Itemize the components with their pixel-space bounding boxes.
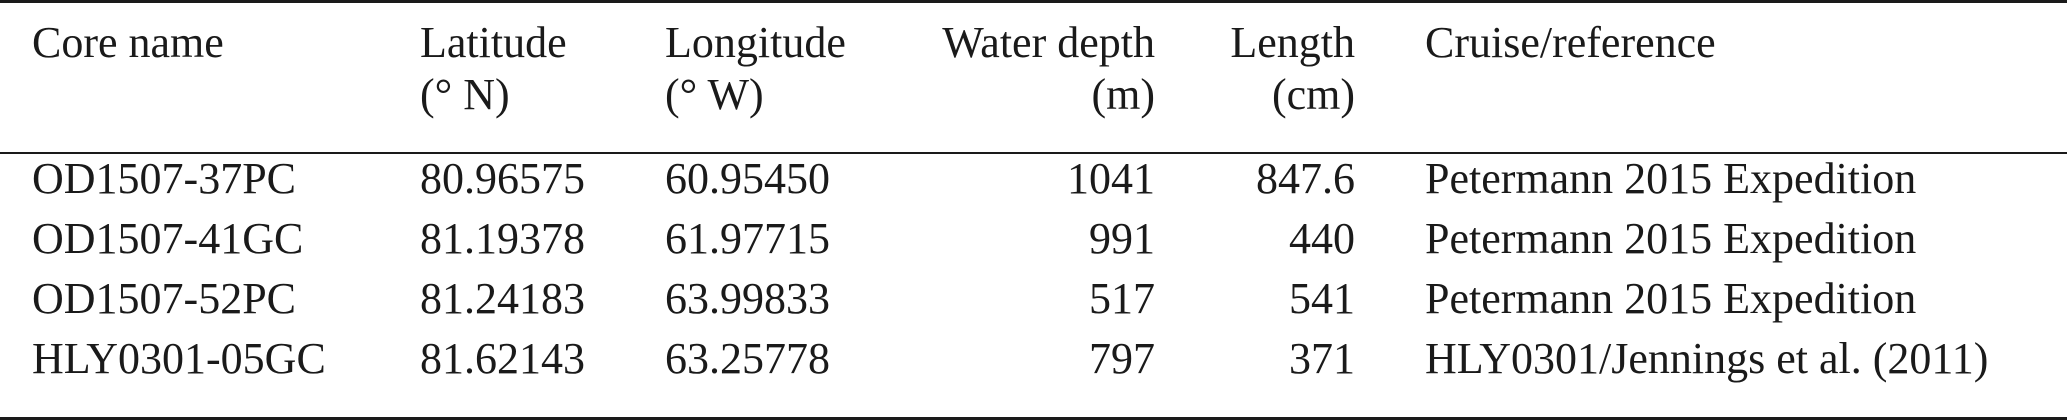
cell-water-depth: 991 [1089,214,1155,263]
table-row: OD1507-52PC 81.24183 63.99833 517 541 Pe… [0,273,1988,333]
header-length-unit: (cm) [1271,70,1355,119]
header-latitude-unit: (° N) [420,70,510,119]
cell-length: 847.6 [1256,154,1355,203]
cell-core-name: OD1507-37PC [32,154,297,203]
cell-water-depth: 1041 [1067,154,1155,203]
cell-cruise-reference: Petermann 2015 Expedition [1425,274,1917,323]
cell-core-name: HLY0301-05GC [32,334,326,383]
cell-longitude: 61.97715 [665,214,830,263]
cell-cruise-reference: Petermann 2015 Expedition [1425,214,1917,263]
cell-cruise-reference: HLY0301/Jennings et al. (2011) [1425,334,1989,383]
cell-cruise-reference: Petermann 2015 Expedition [1425,154,1917,203]
header-water-depth-label: Water depth [942,18,1155,67]
cell-core-name: OD1507-41GC [32,214,304,263]
top-rule [0,0,2067,3]
header-length-label: Length [1230,18,1355,67]
cell-length: 440 [1289,214,1355,263]
header-cruise-reference-label: Cruise/reference [1425,18,1716,67]
cell-longitude: 63.99833 [665,274,830,323]
header-latitude-label: Latitude [420,18,567,67]
cell-length: 541 [1289,274,1355,323]
bottom-rule [0,417,2067,420]
cell-latitude: 80.96575 [420,154,585,203]
core-table: Core name Latitude (° N) Longitude (° W)… [0,0,1988,393]
table-row: HLY0301-05GC 81.62143 63.25778 797 371 H… [0,333,1988,393]
header-rule [0,152,2067,154]
cell-longitude: 60.95450 [665,154,830,203]
cell-latitude: 81.62143 [420,334,585,383]
header-longitude: Longitude (° W) [665,0,905,135]
table-row: OD1507-37PC 80.96575 60.95450 1041 847.6… [0,135,1988,213]
cell-latitude: 81.24183 [420,274,585,323]
header-cruise-reference: Cruise/reference [1355,0,1988,135]
cell-water-depth: 517 [1089,274,1155,323]
header-longitude-label: Longitude [665,18,846,67]
table-row: OD1507-41GC 81.19378 61.97715 991 440 Pe… [0,213,1988,273]
header-water-depth-unit: (m) [1091,70,1155,119]
header-latitude: Latitude (° N) [420,0,665,135]
header-length: Length (cm) [1155,0,1355,135]
header-row: Core name Latitude (° N) Longitude (° W)… [0,0,1988,135]
header-longitude-unit: (° W) [665,70,764,119]
cell-core-name: OD1507-52PC [32,274,297,323]
cell-latitude: 81.19378 [420,214,585,263]
cell-longitude: 63.25778 [665,334,830,383]
header-core-name-label: Core name [32,18,224,67]
header-water-depth: Water depth (m) [905,0,1155,135]
header-core-name: Core name [0,0,420,135]
cell-water-depth: 797 [1089,334,1155,383]
cell-length: 371 [1289,334,1355,383]
